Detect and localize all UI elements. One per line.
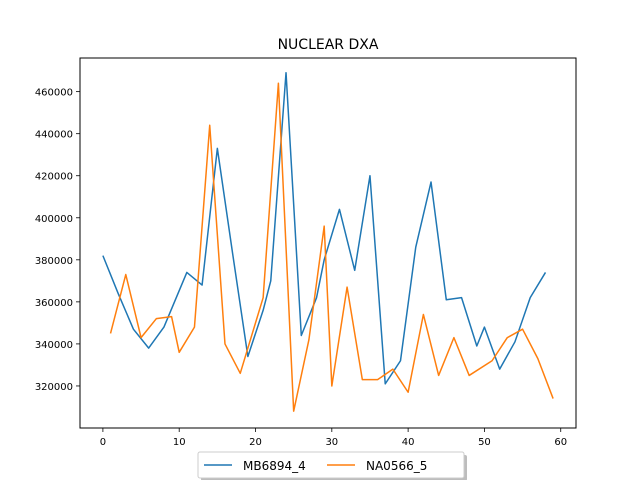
x-tick-label: 0	[100, 437, 106, 448]
y-tick-label: 360000	[35, 298, 73, 309]
y-tick-label: 380000	[35, 256, 73, 267]
y-tick-label: 320000	[35, 382, 73, 393]
series-line-2	[109, 82, 554, 412]
plot-frame	[79, 57, 577, 429]
y-tick-label: 440000	[35, 130, 73, 141]
series-line-1	[102, 71, 547, 385]
y-tick-label: 340000	[35, 340, 73, 351]
x-tick-label: 30	[325, 437, 338, 448]
legend-label-1: MB6894_4	[243, 459, 306, 473]
x-tick-label: 10	[173, 437, 186, 448]
y-tick-label: 460000	[35, 88, 73, 99]
x-tick-label: 60	[554, 437, 567, 448]
x-axis: 0 10 20 30 40 50 60	[100, 428, 567, 448]
x-tick-label: 50	[478, 437, 491, 448]
x-tick-label: 20	[249, 437, 262, 448]
x-tick-label: 40	[402, 437, 415, 448]
y-tick-label: 420000	[35, 172, 73, 183]
legend: MB6894_4 NA0566_5	[197, 451, 467, 480]
legend-label-2: NA0566_5	[366, 459, 427, 473]
y-axis: 320000 340000 360000 380000 400000 420000 4400…	[35, 88, 80, 393]
y-tick-label: 400000	[35, 214, 73, 225]
chart-title: NUCLEAR DXA	[278, 37, 379, 53]
series-layer	[102, 71, 554, 412]
